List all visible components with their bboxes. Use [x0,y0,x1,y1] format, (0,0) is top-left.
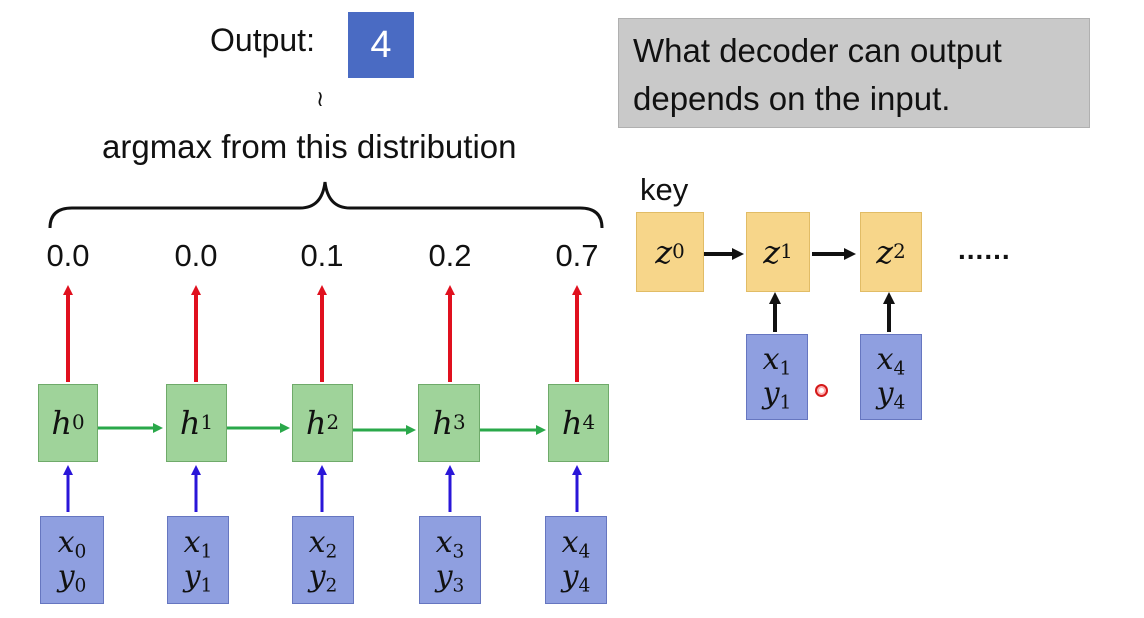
input-y: y0 [57,559,87,597]
input-y-sub: 1 [200,575,213,597]
input-node-4: x4 y4 [545,516,607,604]
input-y: y3 [435,559,465,597]
input-y-base: y [183,559,201,594]
input-y: y4 [876,376,906,414]
input-x-sub: 3 [452,541,465,563]
input-x-base: x [57,525,75,560]
input-node-1: x1 y1 [167,516,229,604]
callout-line-1: What decoder can output [633,32,1002,69]
input-y: y1 [183,559,213,597]
input-y-base: y [308,559,326,594]
input-node-2: x2 y2 [292,516,354,604]
prob-value-3: 0.2 [428,238,472,273]
input-y-base: y [561,559,579,594]
input-y-sub: 4 [578,575,591,597]
input-x-sub: 2 [325,541,338,563]
pointer-indicator [815,384,828,397]
input-node-0: x0 y0 [40,516,104,604]
input-x-sub: 4 [893,358,906,380]
input-y-sub: 4 [893,392,906,414]
input-x: x1 [762,342,792,380]
input-y-base: y [762,376,780,411]
input-y: y4 [561,559,591,597]
input-x: x2 [308,525,338,563]
input-x-base: x [762,342,780,377]
input-y-sub: 0 [74,575,87,597]
argmax-caption: argmax from this distribution [102,128,517,165]
input-x-base: x [876,342,894,377]
node-base: z [655,233,673,271]
continuation-ellipsis: ...... [958,234,1011,265]
input-x: x4 [561,525,591,563]
input-x-sub: 1 [779,358,792,380]
callout-line-2: depends on the input. [633,80,951,117]
input-y-base: y [435,559,453,594]
input-y: y1 [762,376,792,414]
prob-value-0: 0.0 [46,238,90,273]
input-x-sub: 1 [200,541,213,563]
node-base: h [51,404,72,442]
node-base: h [561,404,583,442]
key-input-node-4: x4 y4 [860,334,922,420]
input-y-sub: 1 [779,392,792,414]
callout-box: What decoder can output depends on the i… [618,18,1090,128]
node-base: z [763,233,781,271]
input-x-sub: 4 [578,541,591,563]
input-x: x0 [57,525,87,563]
sampling-symbol: ≀ [316,86,325,111]
input-x-base: x [561,525,579,560]
output-value: 4 [370,23,392,66]
input-y-base: y [57,559,75,594]
node-base: z [876,233,894,271]
prob-value-1: 0.0 [174,238,218,273]
input-x: x3 [435,525,465,563]
node-base: h [432,404,453,442]
input-x: x1 [183,525,213,563]
input-x-sub: 0 [74,541,87,563]
input-x: x4 [876,342,906,380]
input-x-base: x [183,525,201,560]
key-label: key [640,172,689,207]
curly-brace [48,181,604,229]
input-y-base: y [876,376,894,411]
input-node-3: x3 y3 [419,516,481,604]
node-base: h [179,404,201,442]
input-y-sub: 3 [452,575,465,597]
key-input-node-1: x1 y1 [746,334,808,420]
input-y-sub: 2 [325,575,338,597]
input-y: y2 [308,559,338,597]
prob-value-2: 0.1 [300,238,344,273]
output-value-box: 4 [348,12,414,78]
prob-value-4: 0.7 [555,238,599,273]
output-label: Output: [210,22,315,58]
input-x-base: x [435,525,453,560]
input-x-base: x [308,525,326,560]
node-base: h [305,404,327,442]
